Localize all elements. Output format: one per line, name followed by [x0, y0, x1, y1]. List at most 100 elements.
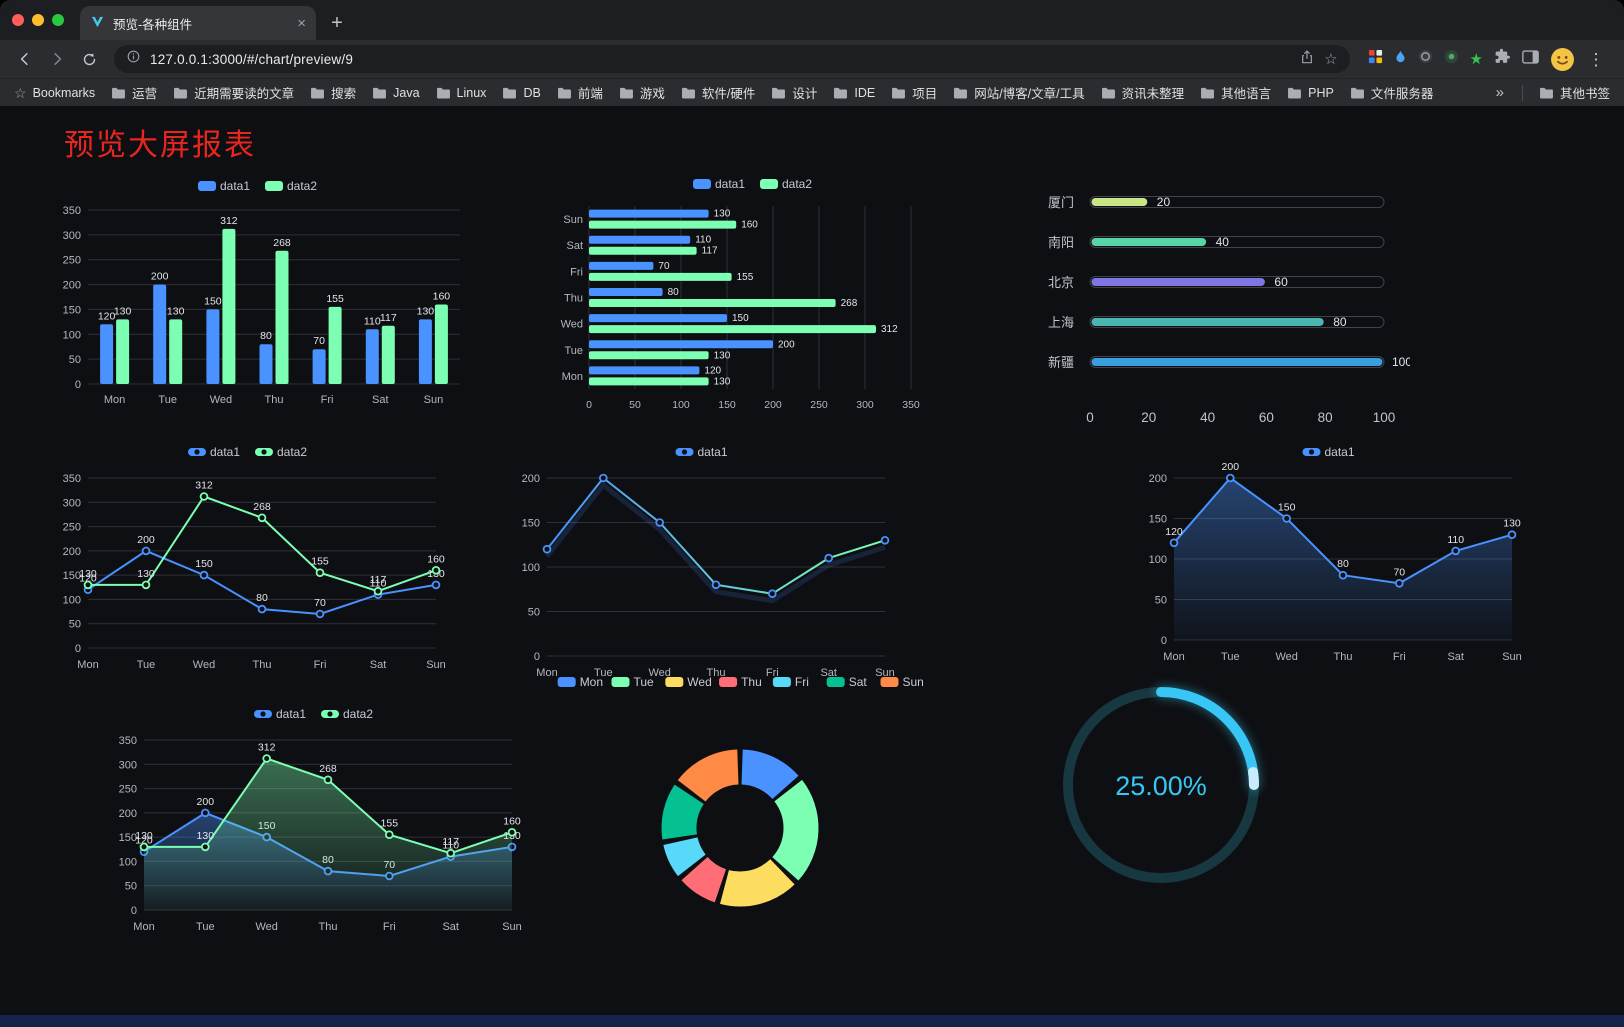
svg-text:Fri: Fri: [321, 394, 334, 406]
bookmark-folder-item[interactable]: IDE: [833, 86, 875, 100]
bookmark-star-icon[interactable]: ☆: [1324, 50, 1338, 68]
window-controls: [0, 0, 80, 40]
address-bar[interactable]: 127.0.0.1:3000/#/chart/preview/9 ☆: [114, 45, 1350, 73]
bookmarks-root-folder[interactable]: ☆ Bookmarks: [14, 86, 95, 100]
svg-text:155: 155: [737, 272, 754, 283]
bookmark-label: 其他语言: [1221, 87, 1272, 101]
bookmarks-overflow-chevron[interactable]: »: [1495, 84, 1504, 101]
folder-icon: [436, 87, 450, 99]
reload-button[interactable]: [74, 44, 104, 74]
svg-text:Mon: Mon: [1163, 651, 1184, 663]
bookmark-folder-item[interactable]: 软件/硬件: [681, 83, 755, 102]
svg-text:25.00%: 25.00%: [1115, 771, 1207, 801]
bookmark-folder-item[interactable]: 网站/博客/文章/工具: [953, 83, 1085, 102]
tab-close-icon[interactable]: ×: [297, 14, 306, 32]
svg-text:Sun: Sun: [902, 675, 923, 689]
svg-text:200: 200: [1222, 461, 1240, 473]
bookmark-folder-item[interactable]: Java: [372, 86, 420, 100]
svg-text:Mon: Mon: [133, 921, 154, 933]
extensions-puzzle-icon[interactable]: [1494, 48, 1511, 70]
share-icon[interactable]: [1299, 49, 1315, 70]
bookmark-label: IDE: [854, 85, 876, 100]
bookmark-folder-item[interactable]: 项目: [891, 83, 937, 102]
browser-tab[interactable]: 预览-各种组件 ×: [80, 6, 316, 40]
bookmark-folder-item[interactable]: PHP: [1287, 86, 1334, 100]
svg-text:北京: 北京: [1048, 275, 1074, 290]
profile-avatar[interactable]: [1550, 47, 1575, 72]
bookmark-folder-item[interactable]: 搜索: [310, 83, 356, 102]
svg-text:Fri: Fri: [314, 659, 327, 671]
svg-text:250: 250: [63, 255, 81, 267]
url-text[interactable]: 127.0.0.1:3000/#/chart/preview/9: [150, 51, 354, 67]
close-window-button[interactable]: [12, 14, 24, 26]
browser-toolbar: 127.0.0.1:3000/#/chart/preview/9 ☆ ★: [0, 40, 1624, 78]
svg-text:160: 160: [741, 220, 758, 231]
bookmark-folder-item[interactable]: DB: [502, 86, 541, 100]
svg-text:130: 130: [417, 305, 435, 317]
tab-strip: 预览-各种组件 × +: [0, 0, 1624, 40]
extension-icon-grid[interactable]: [1368, 49, 1383, 69]
svg-text:110: 110: [364, 315, 381, 327]
star-icon: ☆: [14, 84, 27, 101]
svg-text:Tue: Tue: [158, 394, 177, 406]
svg-text:Sun: Sun: [563, 214, 583, 226]
svg-text:100: 100: [63, 329, 81, 341]
svg-text:350: 350: [63, 205, 81, 217]
tab-favicon-icon: [90, 14, 105, 32]
bookmark-folder-item[interactable]: 其他语言: [1200, 83, 1271, 102]
svg-text:130: 130: [714, 376, 731, 387]
svg-text:Fri: Fri: [570, 266, 583, 278]
bookmark-folder-item[interactable]: 前端: [557, 83, 603, 102]
other-bookmarks-folder[interactable]: 其他书签: [1539, 83, 1610, 102]
bookmark-folder-item[interactable]: 运营: [111, 83, 157, 102]
tab-title: 预览-各种组件: [113, 17, 193, 32]
new-tab-button[interactable]: +: [331, 11, 343, 34]
back-button[interactable]: [10, 44, 40, 74]
extension-icon-dark-ring[interactable]: [1418, 49, 1433, 69]
svg-text:150: 150: [522, 518, 540, 530]
svg-text:120: 120: [79, 573, 97, 585]
area-line-chart: 0 50 100 150 200 Mon Tue Wed Thu Fri Sat Sun 120 200 1…: [1130, 438, 1530, 670]
svg-text:120: 120: [704, 365, 721, 376]
svg-text:200: 200: [764, 399, 782, 411]
bookmark-folder-item[interactable]: 近期需要读的文章: [173, 83, 294, 102]
svg-text:Mon: Mon: [536, 667, 557, 679]
svg-text:Sun: Sun: [1502, 651, 1522, 663]
extension-icon-dark-green[interactable]: [1444, 49, 1459, 69]
svg-text:100: 100: [1392, 355, 1410, 369]
bookmark-folder-item[interactable]: 游戏: [619, 83, 665, 102]
folder-icon: [1201, 87, 1215, 99]
svg-text:100: 100: [119, 856, 137, 868]
maximize-window-button[interactable]: [52, 14, 64, 26]
bookmark-folder-item[interactable]: 资讯未整理: [1101, 83, 1184, 102]
menu-kebab-icon[interactable]: ⋮: [1587, 49, 1605, 69]
svg-text:40: 40: [1200, 410, 1215, 425]
svg-text:160: 160: [427, 553, 445, 565]
extension-icon-drop[interactable]: [1394, 49, 1407, 69]
svg-text:150: 150: [204, 295, 222, 307]
svg-text:Sat: Sat: [372, 394, 389, 406]
sidebar-toggle-icon[interactable]: [1522, 49, 1539, 69]
svg-text:200: 200: [63, 546, 81, 558]
bookmark-folder-item[interactable]: 设计: [771, 83, 817, 102]
svg-text:50: 50: [69, 354, 81, 366]
bookmark-label: 近期需要读的文章: [194, 87, 295, 101]
svg-text:Sat: Sat: [370, 659, 387, 671]
svg-text:120: 120: [98, 310, 116, 322]
bookmark-folder-item[interactable]: 文件服务器: [1350, 83, 1433, 102]
svg-text:70: 70: [1393, 566, 1405, 578]
folder-icon: [1288, 87, 1302, 99]
site-info-icon[interactable]: [126, 49, 141, 69]
svg-text:Fri: Fri: [383, 921, 396, 933]
bookmark-folder-item[interactable]: Linux: [436, 86, 486, 100]
svg-text:70: 70: [314, 597, 326, 609]
forward-button[interactable]: [42, 44, 72, 74]
svg-text:Thu: Thu: [1334, 651, 1353, 663]
svg-text:Fri: Fri: [766, 667, 779, 679]
extension-icon-star[interactable]: ★: [1469, 50, 1483, 68]
extensions-area: ★ ⋮: [1360, 47, 1614, 72]
minimize-window-button[interactable]: [32, 14, 44, 26]
svg-text:Sun: Sun: [426, 659, 446, 671]
svg-text:110: 110: [442, 840, 459, 852]
svg-text:80: 80: [1333, 315, 1347, 329]
